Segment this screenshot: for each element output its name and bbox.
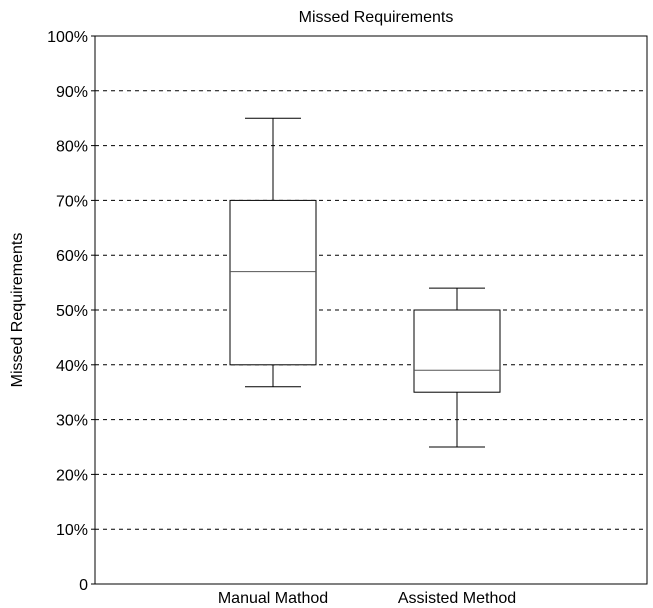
x-tick-labels: Manual Mathod Assisted Method xyxy=(218,590,516,607)
y-tick-label: 100% xyxy=(47,29,88,46)
y-tick-label: 60% xyxy=(56,248,88,265)
box-manual-method xyxy=(229,117,317,388)
y-tick-label: 80% xyxy=(56,139,88,156)
y-tick-label: 0 xyxy=(79,577,88,594)
y-tick-label: 30% xyxy=(56,413,88,430)
y-tick-label: 10% xyxy=(56,522,88,539)
interquartile-box xyxy=(229,199,317,366)
x-tick-label: Manual Mathod xyxy=(218,590,328,607)
x-tick-label: Assisted Method xyxy=(398,590,516,607)
grid-lines xyxy=(95,90,647,530)
y-axis-label: Missed Requirements xyxy=(9,233,26,388)
chart-title: Missed Requirements xyxy=(299,9,454,26)
box-series xyxy=(229,117,501,448)
y-tick-label: 90% xyxy=(56,84,88,101)
y-tick-label: 40% xyxy=(56,358,88,375)
y-tick-label: 70% xyxy=(56,193,88,210)
interquartile-box xyxy=(413,309,501,393)
y-tick-label: 20% xyxy=(56,467,88,484)
y-tick-labels: 0 10% 20% 30% 40% 50% 60% 70% 80% 90% 100% xyxy=(47,29,95,594)
y-tick-label: 50% xyxy=(56,303,88,320)
box-assisted-method xyxy=(413,287,501,448)
